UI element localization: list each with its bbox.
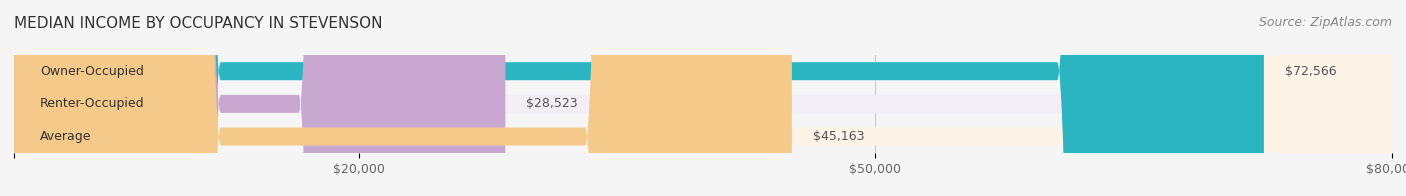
FancyBboxPatch shape — [14, 0, 1264, 196]
Text: $72,566: $72,566 — [1285, 65, 1336, 78]
Text: MEDIAN INCOME BY OCCUPANCY IN STEVENSON: MEDIAN INCOME BY OCCUPANCY IN STEVENSON — [14, 16, 382, 31]
Text: $28,523: $28,523 — [526, 97, 578, 110]
FancyBboxPatch shape — [14, 0, 1392, 196]
Text: $45,163: $45,163 — [813, 130, 865, 143]
Text: Owner-Occupied: Owner-Occupied — [39, 65, 143, 78]
Text: Renter-Occupied: Renter-Occupied — [39, 97, 145, 110]
FancyBboxPatch shape — [14, 0, 505, 196]
Text: Source: ZipAtlas.com: Source: ZipAtlas.com — [1258, 16, 1392, 29]
Text: Average: Average — [39, 130, 91, 143]
FancyBboxPatch shape — [14, 0, 1392, 196]
FancyBboxPatch shape — [14, 0, 1392, 196]
FancyBboxPatch shape — [14, 0, 792, 196]
